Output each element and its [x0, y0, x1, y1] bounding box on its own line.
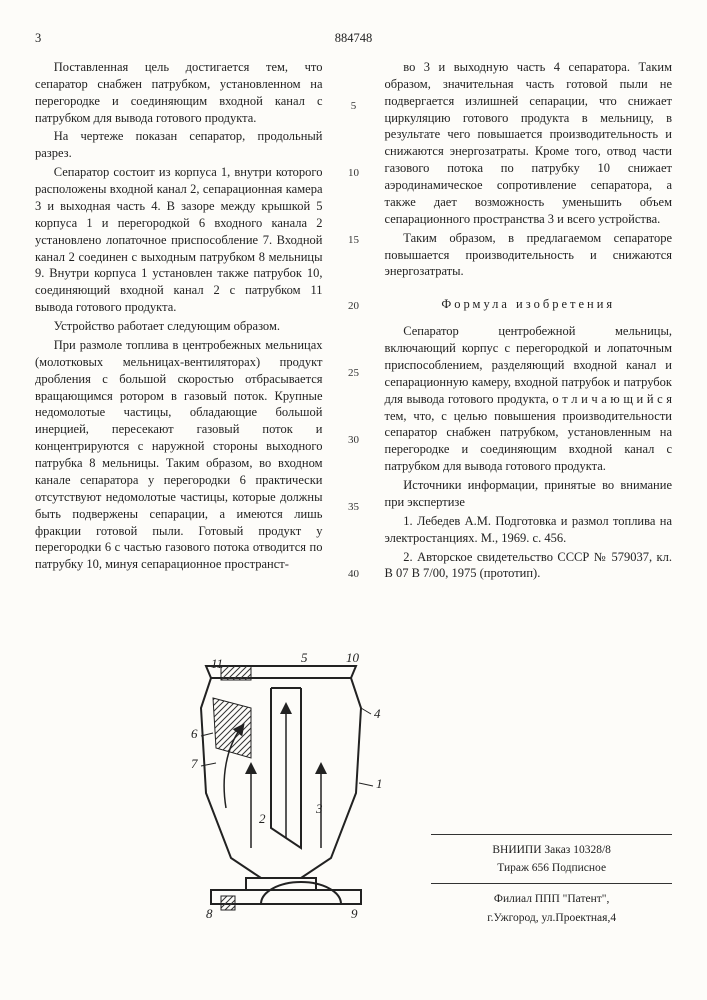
figure-label: 6 [191, 726, 198, 741]
figure-label: 1 [376, 776, 383, 791]
formula-heading: Формула изобретения [385, 296, 673, 313]
line-mark: 40 [345, 567, 363, 582]
line-mark: 25 [345, 366, 363, 381]
imprint-line: Филиал ППП "Патент", [431, 890, 672, 908]
technical-drawing: 1 2 3 4 5 6 7 8 9 10 11 [151, 648, 411, 928]
figure-label: 2 [259, 811, 266, 826]
paragraph: На чертеже показан сепаратор, продольный… [35, 128, 323, 162]
source-item: 1. Лебедев А.М. Подготовка и размол топл… [385, 513, 673, 547]
separator-figure-svg: 1 2 3 4 5 6 7 8 9 10 11 [151, 648, 411, 928]
paragraph: Поставленная цель достигается тем, что с… [35, 59, 323, 127]
paragraph: Сепаратор состоит из корпуса 1, внутри к… [35, 164, 323, 316]
claim-paragraph: Сепаратор центробежной мельницы, включаю… [385, 323, 673, 475]
imprint-line: г.Ужгород, ул.Проектная,4 [431, 909, 672, 927]
line-number-gutter: 5 10 15 20 25 30 35 40 [345, 59, 363, 634]
paragraph: Устройство работает следующим образом. [35, 318, 323, 335]
patent-number: 884748 [75, 30, 632, 47]
left-column: Поставленная цель достигается тем, что с… [35, 59, 323, 634]
right-column: во 3 и выходную часть 4 сепаратора. Таки… [385, 59, 673, 634]
sources-heading: Источники информации, принятые во вниман… [385, 477, 673, 511]
line-mark: 10 [345, 166, 363, 181]
figure-label: 9 [351, 906, 358, 921]
figure-label: 5 [301, 650, 308, 665]
imprint-block: ВНИИПИ Заказ 10328/8 Тираж 656 Подписное… [431, 648, 672, 928]
line-mark: 30 [345, 433, 363, 448]
figure-label: 3 [315, 801, 323, 816]
source-item: 2. Авторское свидетельство СССР № 579037… [385, 549, 673, 583]
imprint-line: ВНИИПИ Заказ 10328/8 [431, 841, 672, 859]
figure-label: 7 [191, 756, 198, 771]
line-mark: 5 [345, 99, 363, 114]
line-mark: 35 [345, 500, 363, 515]
figure-label: 8 [206, 906, 213, 921]
line-mark: 15 [345, 233, 363, 248]
paragraph: во 3 и выходную часть 4 сепаратора. Таки… [385, 59, 673, 228]
text-columns: Поставленная цель достигается тем, что с… [35, 59, 672, 634]
figure-label: 4 [374, 706, 381, 721]
page-header: 3 884748 [35, 30, 672, 47]
figure-label: 10 [346, 650, 360, 665]
paragraph: Таким образом, в предлагаемом сепараторе… [385, 230, 673, 281]
paragraph: При размоле топлива в центробежных мельн… [35, 337, 323, 573]
figure-row: 1 2 3 4 5 6 7 8 9 10 11 ВНИИПИ З [35, 648, 672, 928]
page-number-left: 3 [35, 30, 75, 47]
imprint-line: Тираж 656 Подписное [431, 859, 672, 877]
line-mark: 20 [345, 299, 363, 314]
figure-label: 11 [211, 656, 223, 671]
